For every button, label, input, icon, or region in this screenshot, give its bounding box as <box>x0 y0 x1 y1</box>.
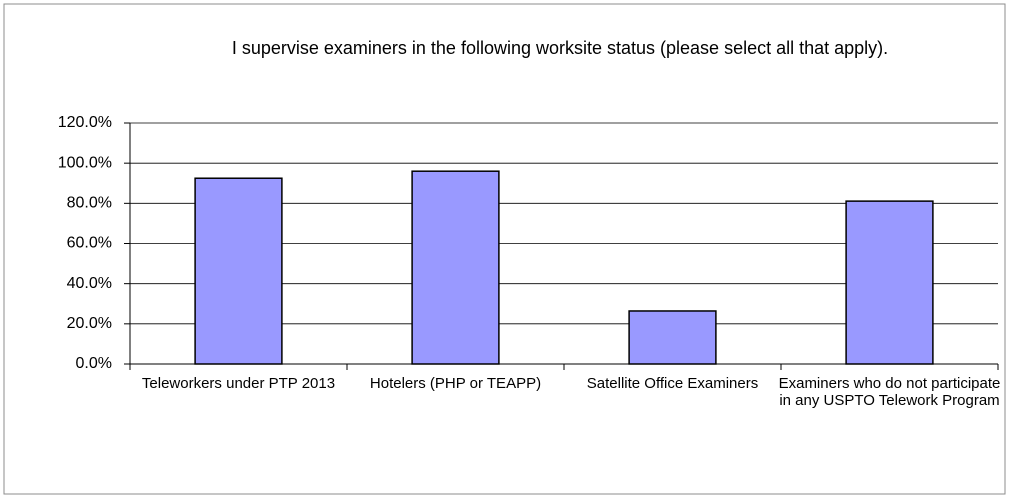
x-tick-label: Teleworkers under PTP 2013 <box>141 375 336 392</box>
bar <box>194 177 283 365</box>
y-tick-label: 80.0% <box>67 195 112 212</box>
chart-title: I supervise examiners in the following w… <box>231 38 889 58</box>
x-tick-label: Hotelers (PHP or TEAPP) <box>369 375 542 392</box>
y-tick-label: 20.0% <box>67 315 112 332</box>
y-tick-label: 0.0% <box>76 355 112 372</box>
y-tick-label: 100.0% <box>58 154 112 171</box>
y-tick-label: 120.0% <box>58 114 112 131</box>
bar <box>411 170 500 365</box>
y-tick-label: 40.0% <box>67 275 112 292</box>
x-tick-label: Examiners who do not participate in any … <box>778 375 1001 409</box>
x-tick-label: Satellite Office Examiners <box>586 375 759 392</box>
bar <box>845 200 934 365</box>
bar <box>628 310 717 365</box>
y-tick-label: 60.0% <box>67 235 112 252</box>
chart-frame <box>3 3 1006 495</box>
